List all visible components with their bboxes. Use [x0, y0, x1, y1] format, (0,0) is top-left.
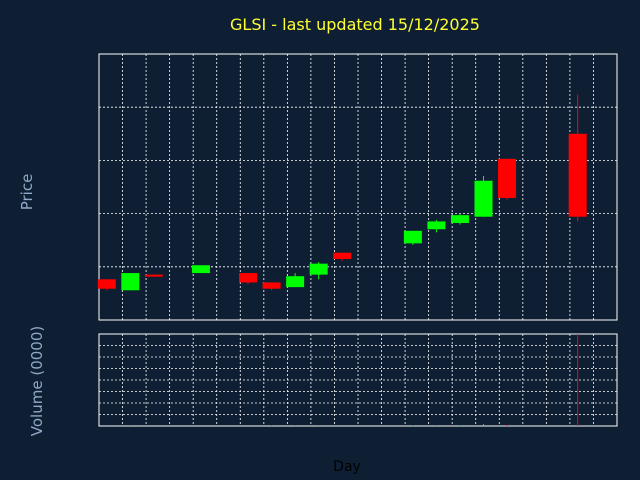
chart-title: GLSI - last updated 15/12/2025: [230, 15, 480, 34]
price-axis-label: Price: [18, 174, 36, 211]
candle-body: [121, 273, 140, 291]
candle-body: [333, 252, 352, 259]
candle-body: [427, 221, 446, 230]
candle-body: [286, 276, 305, 288]
candle-body: [498, 158, 517, 198]
price-panel: [97, 53, 618, 321]
x-axis-label: Day: [333, 459, 361, 475]
candle-body: [144, 274, 163, 277]
volume-panel: [98, 333, 618, 427]
candle-body: [403, 230, 422, 244]
candle-body: [262, 282, 281, 289]
candle-body: [239, 273, 258, 283]
candle-body: [309, 263, 328, 275]
candle-body: [450, 215, 469, 223]
candle-body: [568, 133, 587, 217]
candle-body: [474, 180, 493, 217]
candle-body: [97, 279, 116, 289]
volume-axis-label: Volume (0000): [28, 326, 46, 436]
candle-body: [191, 265, 210, 274]
